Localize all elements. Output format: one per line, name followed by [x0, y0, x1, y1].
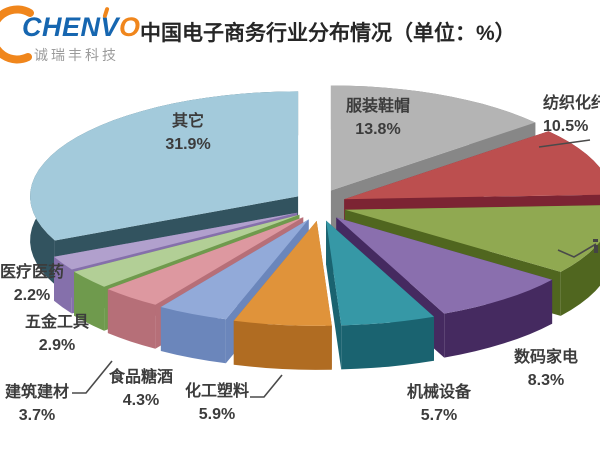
pie-slice-face	[233, 220, 332, 326]
chenvo-logo: CHENVO 诚瑞丰科技	[0, 4, 160, 68]
pie-slice-face	[107, 217, 304, 334]
pie-slice-face	[344, 205, 600, 272]
pie-slice-face	[344, 131, 600, 200]
pie-slice-face	[107, 217, 304, 305]
pie-slice-face	[444, 279, 553, 358]
pie-slice-face	[326, 220, 434, 326]
pie-slice-face	[107, 289, 156, 349]
pie-slice-face	[54, 212, 298, 270]
pie-slice-face	[54, 256, 72, 314]
pie-slice-face	[330, 85, 536, 191]
clipped-label-fragment	[593, 239, 598, 242]
pie-slice-face	[233, 320, 332, 370]
logo-tagline: 诚瑞丰科技	[34, 47, 119, 63]
label-leader-line	[538, 139, 591, 148]
logo-brand-o: O	[119, 12, 141, 42]
pie-slice-face	[30, 91, 299, 241]
pie-slice-face	[336, 217, 553, 314]
label-leader-line	[72, 360, 113, 394]
logo-brand-text: CHENVO	[22, 12, 141, 43]
label-leader-line	[250, 374, 283, 398]
clipped-label-fragment	[594, 245, 598, 253]
pie-slice-face	[160, 219, 309, 320]
label-leader-line	[557, 243, 597, 258]
pie-slice-face	[160, 307, 226, 364]
pie-slice-face	[326, 220, 342, 370]
pie-slice-face	[560, 241, 600, 316]
pie-slice-face	[74, 271, 105, 331]
pie-slice-face	[341, 316, 434, 370]
logo-swoosh-icon	[0, 5, 34, 64]
pie-slice-face	[74, 214, 300, 287]
chart-title: 中国电子商务行业分布情况（单位：%）	[140, 22, 516, 45]
